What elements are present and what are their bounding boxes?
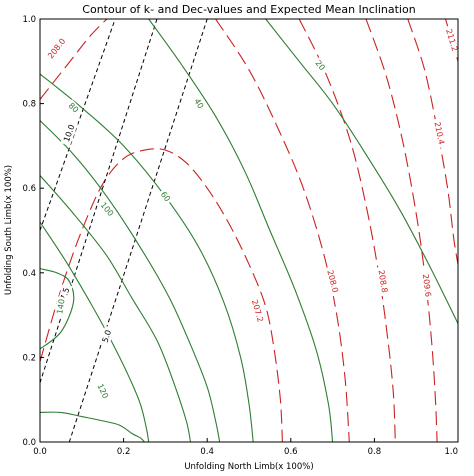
dec-values-label-0: 5.0 <box>99 325 115 347</box>
x-axis-ticks: 0.0 0.2 0.4 0.6 0.8 1.0 <box>33 438 459 457</box>
chart-title: Contour of k- and Dec-values and Expecte… <box>82 3 415 16</box>
inclination-label-0: 20 <box>311 56 329 75</box>
inclination-contour-1 <box>148 19 334 442</box>
k-values-contour-3 <box>298 19 396 442</box>
y-tick-label-2: 0.4 <box>22 269 36 279</box>
y-tick-label-3: 0.6 <box>22 184 36 194</box>
k-values-contour-5 <box>407 19 458 265</box>
x-tick-label-0: 0.0 <box>33 447 47 457</box>
inclination-contour-5 <box>40 221 150 442</box>
plot-frame <box>39 18 459 443</box>
k-values-label-3: 208.8 <box>375 266 391 297</box>
dec-values-label-2: 10.0 <box>60 120 79 147</box>
y-tick-label-4: 0.8 <box>22 100 36 110</box>
k-values-contour-2 <box>215 19 350 442</box>
inclination-label-1: 40 <box>190 95 207 113</box>
inclination-label-text-1: 40 <box>192 97 205 110</box>
k-values-label-2: 208.0 <box>324 266 342 297</box>
inclination-label-6: 140 <box>54 296 68 317</box>
x-tick-label-1: 0.2 <box>117 447 131 457</box>
y-tick-label-1: 0.2 <box>22 353 36 363</box>
k-values-label-text-5: 210.4 <box>433 121 446 145</box>
inclination-contour-7 <box>40 411 145 442</box>
k-values-label-text-4: 209.6 <box>421 274 433 298</box>
k-values-contour-0 <box>40 19 108 100</box>
x-axis-label: Unfolding North Limb(x 100%) <box>184 462 313 472</box>
k-values-label-text-6: 211.2 <box>444 28 459 53</box>
inclination-contour-4 <box>40 175 192 442</box>
x-tick-label-5: 1.0 <box>444 447 458 457</box>
inclination-contour-3 <box>40 120 221 442</box>
k-values-label-0: 208.0 <box>43 34 70 64</box>
y-tick-label-5: 1.0 <box>22 15 36 25</box>
inclination-label-5: 120 <box>94 380 112 402</box>
inclination-contour-0 <box>265 19 458 324</box>
dec-values-contour-0 <box>68 19 208 442</box>
x-tick-label-2: 0.4 <box>200 447 214 457</box>
k-values-label-text-1: 207.2 <box>250 299 265 324</box>
inclination-label-3: 80 <box>64 99 82 117</box>
y-axis-label: Unfolding South Limb(x 100%) <box>4 165 14 295</box>
x-tick-label-3: 0.6 <box>284 447 298 457</box>
k-values-label-5: 210.4 <box>431 118 447 149</box>
inclination-contour-2 <box>40 73 254 442</box>
k-values-label-text-3: 208.8 <box>376 269 389 293</box>
inclination-label-text-6: 140 <box>55 298 66 315</box>
y-tick-label-0: 0.0 <box>22 438 36 448</box>
x-tick-label-4: 0.8 <box>368 447 382 457</box>
k-values-contour-4 <box>365 19 438 442</box>
k-values-label-text-0: 208.0 <box>46 37 67 61</box>
y-axis-ticks: 0.0 0.2 0.4 0.6 0.8 1.0 <box>22 15 44 448</box>
k-values-contour-1 <box>40 148 283 442</box>
dec-values-contour-1 <box>40 19 158 383</box>
inclination-label-4: 100 <box>96 198 117 220</box>
inclination-contour-6 <box>40 268 75 350</box>
contour-lines <box>40 19 458 442</box>
dec-values-label-text-0: 5.0 <box>101 329 114 344</box>
k-values-label-4: 209.6 <box>419 270 434 301</box>
inclination-label-2: 60 <box>157 188 174 206</box>
